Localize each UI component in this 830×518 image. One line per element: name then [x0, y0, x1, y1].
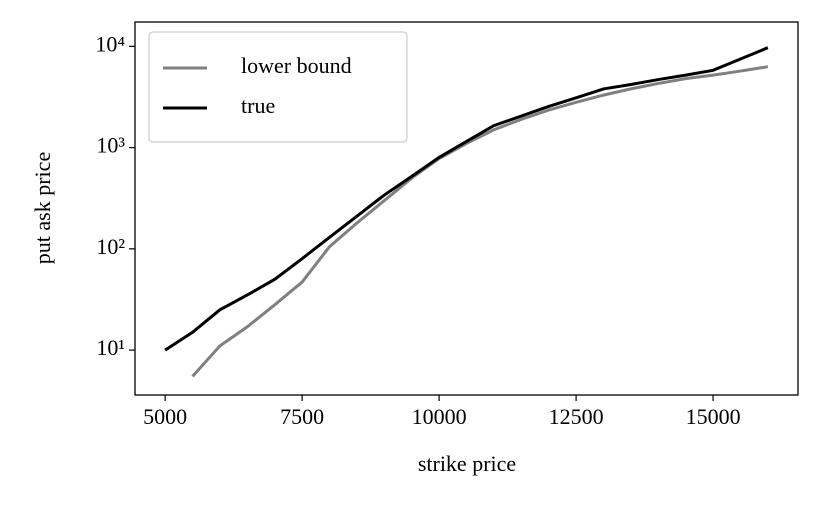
legend-box — [148, 31, 408, 143]
x-tick-label: 10000 — [412, 404, 467, 429]
line — [191, 65, 769, 378]
y-tick-label: 10² — [96, 234, 125, 259]
line — [164, 46, 769, 352]
x-tick-label: 5000 — [143, 404, 187, 429]
y-tick-label: 10³ — [96, 133, 125, 158]
legend-label: true — [241, 93, 275, 118]
x-tick-label: 7500 — [280, 404, 324, 429]
y-tick-label: 10¹ — [96, 335, 125, 360]
x-axis-label: strike price — [418, 451, 516, 476]
x-tick-label: 15000 — [686, 404, 741, 429]
plot-frame — [134, 21, 799, 396]
y-axis-label: put ask price — [30, 152, 55, 264]
x-tick-label: 12500 — [549, 404, 604, 429]
y-tick-label: 10⁴ — [95, 31, 125, 56]
legend-label: lower bound — [241, 53, 352, 78]
